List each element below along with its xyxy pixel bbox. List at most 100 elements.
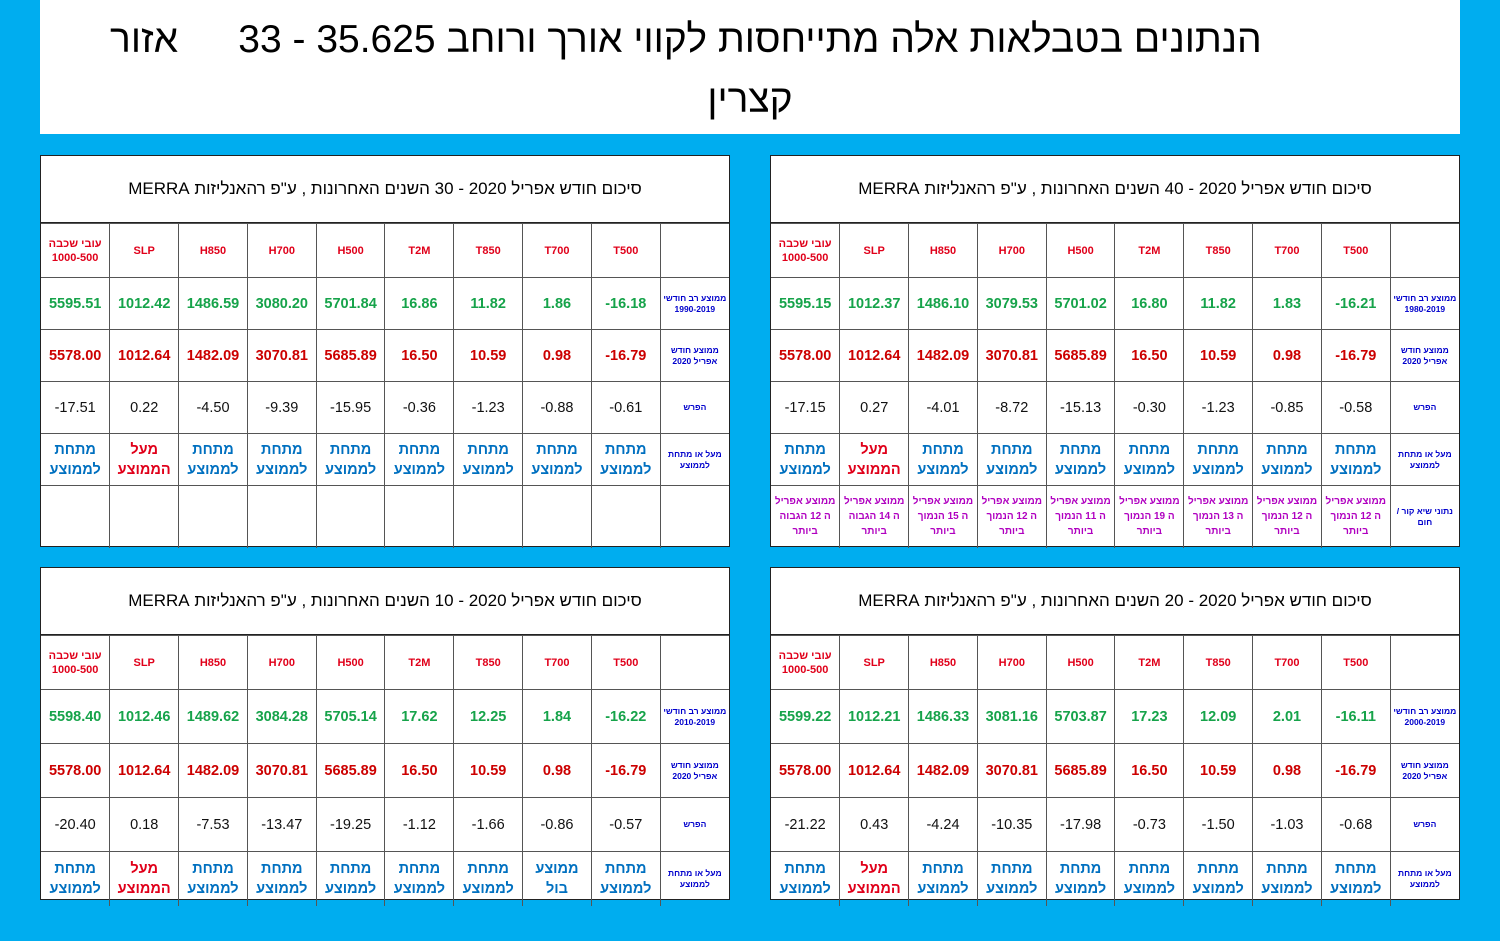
diff-row: -21.22 0.43 -4.24 -10.35 -17.98 -0.73 -1.50 -1.… [771,797,1459,852]
diff-value-t700: -0.88 [522,381,592,434]
current-value-h850: 1482.09 [178,329,248,382]
panel-40-years: סיכום חודש אפריל 2020 - 40 השנים האחרונו… [770,155,1460,548]
current-value-h500: 5685.89 [315,743,386,798]
row-label-avg: ממוצע רב חודשי 1990-2019 [659,277,729,330]
avg-value-h850: 1486.10 [908,277,978,330]
empty-cell [659,485,729,548]
status-value-thickness: מתחת לממוצע [771,433,841,486]
current-value-slp: 1012.64 [839,743,910,798]
col-header-t850: T850 [453,635,524,690]
diff-value-t500: -0.68 [1320,797,1391,852]
current-value-thickness: 5578.00 [771,329,841,382]
diff-value-t500: -0.58 [1320,381,1391,434]
diff-value-h700: -10.35 [976,797,1047,852]
row-label-empty [1389,635,1459,690]
col-header-slp: SLP [839,223,910,278]
avg-value-t700: 1.83 [1252,277,1322,330]
diff-value-h850: -4.24 [908,797,978,852]
status-value-h500: מתחת לממוצע [315,851,386,906]
avg-value-h700: 3084.28 [246,689,317,744]
status-value-t700: מתחת לממוצע [1252,851,1322,906]
avg-value-t500: -16.21 [1320,277,1391,330]
status-value-t850: מתחת לממוצע [453,433,524,486]
status-row: מתחת לממוצע מעל הממוצע מתחת לממוצע מתחת לממ… [41,851,729,906]
panel-20-years: סיכום חודש אפריל 2020 - 20 השנים האחרונו… [770,567,1460,906]
row-label-records: נתוני שיא קור / חום [1389,485,1459,548]
diff-value-t850: -1.23 [453,381,524,434]
status-value-thickness: מתחת לממוצע [41,433,111,486]
status-value-t850: מתחת לממוצע [453,851,524,906]
diff-value-h850: -7.53 [178,797,248,852]
avg-value-t850: 11.82 [1183,277,1254,330]
diff-value-t850: -1.50 [1183,797,1254,852]
empty-cell [384,485,455,548]
empty-row [41,485,729,548]
row-label-current: ממוצע חודש אפריל 2020 [1389,743,1459,798]
col-header-t2m: T2M [1114,223,1185,278]
record-value-t500: ממוצע אפריל ה 12 הנמוך ביותר [1320,485,1391,548]
header-row: עובי שכבה 1000-500 SLP H850 H700 H500 T2M T850… [771,223,1459,278]
status-value-thickness: מתחת לממוצע [41,851,111,906]
avg-value-h700: 3081.16 [976,689,1047,744]
current-value-h500: 5685.89 [315,329,386,382]
current-value-t700: 0.98 [1252,743,1322,798]
row-label-current: ממוצע חודש אפריל 2020 [659,329,729,382]
current-row: 5578.00 1012.64 1482.09 3070.81 5685.89 16.50… [771,743,1459,798]
status-row: מתחת לממוצע מעל הממוצע מתחת לממוצע מתחת לממ… [41,433,729,486]
col-header-h500: H500 [315,635,386,690]
avg-row: 5598.40 1012.46 1489.62 3084.28 5705.14 17.62… [41,689,729,744]
diff-value-t500: -0.57 [590,797,661,852]
row-label-current: ממוצע חודש אפריל 2020 [659,743,729,798]
diff-value-t850: -1.23 [1183,381,1254,434]
record-value-h700: ממוצע אפריל ה 12 הנמוך ביותר [976,485,1047,548]
status-value-h850: מתחת לממוצע [908,851,978,906]
avg-value-t850: 12.25 [453,689,524,744]
diff-row: -20.40 0.18 -7.53 -13.47 -19.25 -1.12 -1.66 -0.… [41,797,729,852]
avg-value-thickness: 5595.15 [771,277,841,330]
records-row: ממוצע אפריל ה 12 הגבוה ביותר ממוצע אפריל … [771,485,1459,548]
row-label-status: מעל או מתחת לממוצע [659,433,729,486]
record-value-h500: ממוצע אפריל ה 11 הנמוך ביותר [1045,485,1116,548]
col-header-h850: H850 [178,223,248,278]
record-value-h850: ממוצע אפריל ה 15 הנמוך ביותר [908,485,978,548]
current-value-t2m: 16.50 [1114,743,1185,798]
diff-value-t2m: -0.73 [1114,797,1185,852]
header-row: עובי שכבה 1000-500 SLP H850 H700 H500 T2M T850… [771,635,1459,690]
status-value-thickness: מתחת לממוצע [771,851,841,906]
diff-value-h850: -4.01 [908,381,978,434]
current-value-t500: -16.79 [590,329,661,382]
row-label-empty [659,635,729,690]
current-value-h850: 1482.09 [178,743,248,798]
status-value-h850: מתחת לממוצע [908,433,978,486]
col-header-t850: T850 [453,223,524,278]
diff-row: -17.51 0.22 -4.50 -9.39 -15.95 -0.36 -1.23 -0.8… [41,381,729,434]
avg-value-t500: -16.22 [590,689,661,744]
col-header-thickness: עובי שכבה 1000-500 [41,223,111,278]
status-value-h700: מתחת לממוצע [976,433,1047,486]
status-value-h700: מתחת לממוצע [246,433,317,486]
avg-value-h700: 3079.53 [976,277,1047,330]
diff-value-h700: -9.39 [246,381,317,434]
row-label-status: מעל או מתחת לממוצע [1389,433,1459,486]
current-value-t2m: 16.50 [1114,329,1185,382]
current-value-h850: 1482.09 [908,329,978,382]
current-value-t2m: 16.50 [384,329,455,382]
empty-cell [178,485,248,548]
col-header-t700: T700 [1252,223,1322,278]
status-row: מתחת לממוצע מעל הממוצע מתחת לממוצע מתחת לממ… [771,851,1459,906]
empty-cell [590,485,661,548]
status-value-h500: מתחת לממוצע [1045,851,1116,906]
current-row: 5578.00 1012.64 1482.09 3070.81 5685.89 16.50… [41,743,729,798]
current-value-t850: 10.59 [453,743,524,798]
avg-value-h500: 5703.87 [1045,689,1116,744]
status-value-h850: מתחת לממוצע [178,851,248,906]
status-value-t500: מתחת לממוצע [590,433,661,486]
diff-row: -17.15 0.27 -4.01 -8.72 -15.13 -0.30 -1.23 -0.8… [771,381,1459,434]
diff-value-h500: -15.13 [1045,381,1116,434]
current-value-slp: 1012.64 [109,329,180,382]
row-label-avg: ממוצע רב חודשי 2000-2019 [1389,689,1459,744]
status-value-t2m: מתחת לממוצע [1114,851,1185,906]
avg-value-slp: 1012.37 [839,277,910,330]
avg-value-t850: 12.09 [1183,689,1254,744]
avg-value-h700: 3080.20 [246,277,317,330]
